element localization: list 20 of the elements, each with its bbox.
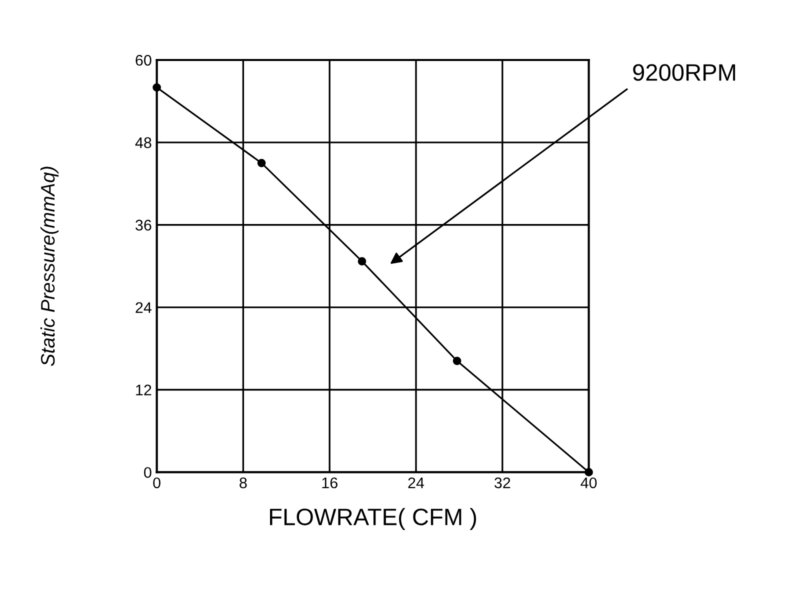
x-tick-label: 24: [408, 477, 424, 488]
point: [257, 158, 266, 168]
x-tick-label: 8: [240, 477, 247, 488]
point: [358, 257, 366, 266]
y-tick-label: 48: [135, 137, 152, 148]
text: 9200RPM: [633, 64, 736, 81]
x-axis-title: FLOWRATE( CFM ): [270, 508, 476, 530]
y-tick-label: 12: [136, 384, 152, 396]
x-tick-label: 40: [580, 477, 597, 488]
x-tick-label: 0: [153, 477, 160, 488]
point: [584, 468, 593, 476]
point: [452, 356, 462, 366]
y-tick-label: 0: [144, 467, 152, 478]
y-tick-label: 24: [136, 302, 152, 313]
x-tick-label: 16: [322, 477, 338, 488]
point: [152, 83, 161, 92]
x-tick-label: 32: [494, 477, 510, 488]
y-tick-label: 60: [136, 54, 152, 66]
y-axis-title: Static Pressure(mmAq): [40, 166, 59, 366]
y-tick-label: 36: [136, 220, 152, 231]
